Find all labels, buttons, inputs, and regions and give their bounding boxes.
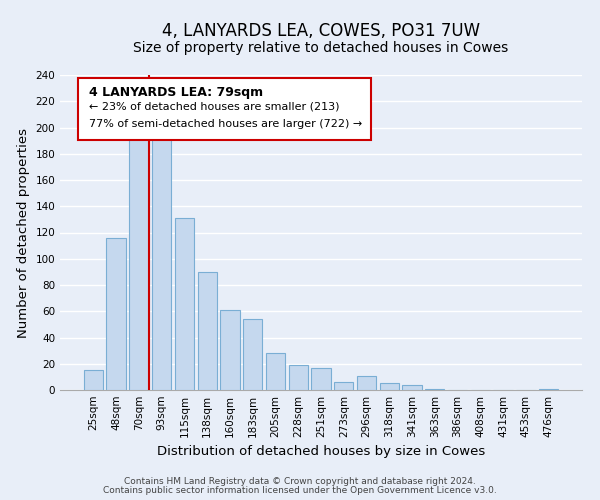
Bar [152,140,172,390]
Bar [357,376,376,390]
Bar [380,384,399,390]
Y-axis label: Number of detached properties: Number of detached properties [17,128,30,338]
Text: ← 23% of detached houses are smaller (213): ← 23% of detached houses are smaller (21… [89,102,339,112]
Bar [334,382,353,390]
Bar [311,368,331,390]
Bar [266,353,285,390]
FancyBboxPatch shape [78,78,371,140]
Bar [84,370,103,390]
Bar [289,365,308,390]
Text: Contains public sector information licensed under the Open Government Licence v3: Contains public sector information licen… [103,486,497,495]
Text: 4 LANYARDS LEA: 79sqm: 4 LANYARDS LEA: 79sqm [89,86,263,99]
X-axis label: Distribution of detached houses by size in Cowes: Distribution of detached houses by size … [157,446,485,458]
Bar [197,272,217,390]
Text: Contains HM Land Registry data © Crown copyright and database right 2024.: Contains HM Land Registry data © Crown c… [124,477,476,486]
Bar [106,238,126,390]
Bar [539,388,558,390]
Bar [403,385,422,390]
Bar [220,310,239,390]
Text: Size of property relative to detached houses in Cowes: Size of property relative to detached ho… [133,41,509,55]
Bar [243,319,262,390]
Bar [175,218,194,390]
Bar [425,388,445,390]
Text: 4, LANYARDS LEA, COWES, PO31 7UW: 4, LANYARDS LEA, COWES, PO31 7UW [162,22,480,40]
Bar [129,129,149,390]
Text: 77% of semi-detached houses are larger (722) →: 77% of semi-detached houses are larger (… [89,119,362,129]
